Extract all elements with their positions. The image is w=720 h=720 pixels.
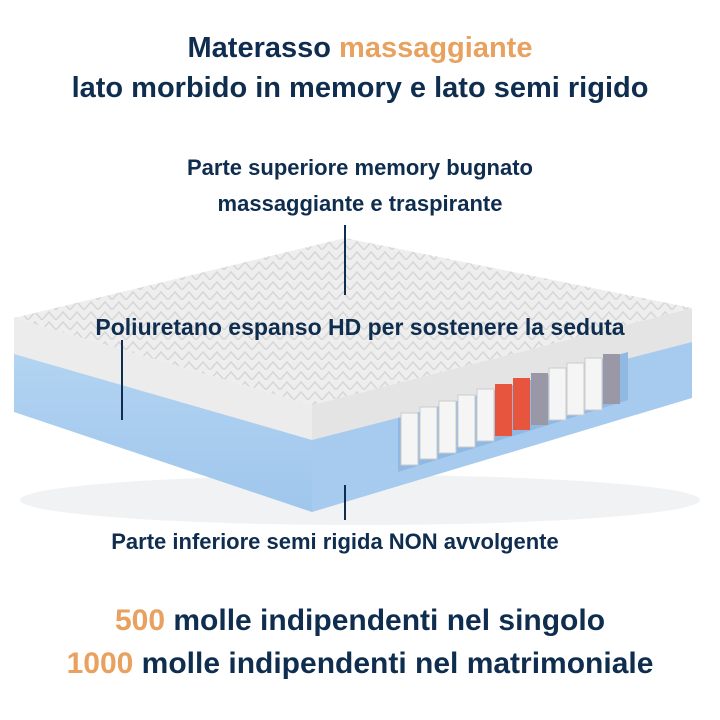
footer-text-single: molle indipendenti nel singolo (173, 604, 606, 637)
spring (584, 357, 603, 411)
shadow (20, 475, 700, 525)
footer-text-double: molle indipendenti nel matrimoniale (141, 647, 654, 680)
spring (400, 412, 419, 466)
spring (548, 367, 567, 421)
memory-top-surface (14, 238, 692, 405)
spring (457, 394, 476, 448)
title-prefix: Materasso (187, 32, 331, 64)
spring-red (495, 384, 512, 436)
label-top-line-1: Parte superiore memory bugnato (187, 155, 533, 180)
spring (419, 406, 438, 460)
title-line-2: lato morbido in memory e lato semi rigid… (71, 72, 649, 104)
left-memory-face (14, 318, 312, 440)
footer-line-2: 1000 molle indipendenti nel matrimoniale (0, 647, 720, 681)
pocket-springs (400, 354, 620, 466)
title-line-1: Materasso massaggiante (0, 32, 720, 65)
label-bottom: Parte inferiore semi rigida NON avvolgen… (111, 529, 559, 554)
spring-red (513, 378, 530, 430)
footer-number-double: 1000 (66, 647, 134, 680)
footer-line-1: 500 molle indipendenti nel singolo (0, 604, 720, 638)
label-top-line-2: massaggiante e traspirante (217, 191, 503, 216)
footer-number-single: 500 (114, 604, 166, 637)
spring-grey (603, 354, 620, 404)
right-memory-face (312, 308, 692, 440)
label-middle: Poliuretano espanso HD per sostenere la … (95, 314, 625, 340)
spring-grey (531, 373, 548, 425)
spring (476, 388, 495, 442)
spring (566, 362, 585, 416)
title-accent: massaggiante (339, 32, 533, 64)
left-blue-face (14, 352, 312, 512)
spring (438, 400, 457, 454)
